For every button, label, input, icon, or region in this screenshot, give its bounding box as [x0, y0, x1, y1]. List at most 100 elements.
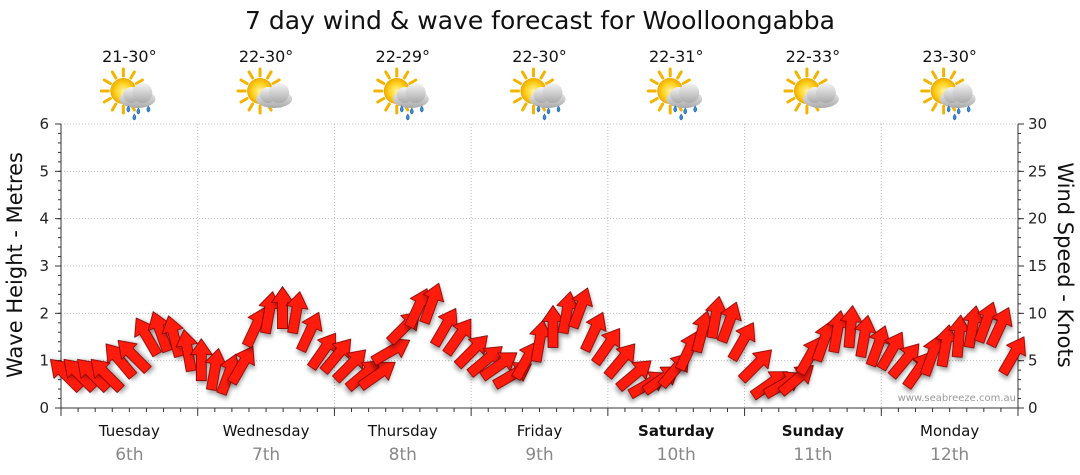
temperature-range: 22-30°: [512, 47, 567, 66]
cloud-part-icon: [542, 83, 563, 103]
sun-ray-icon: [676, 70, 683, 80]
wind-arrow: [227, 345, 255, 386]
sun-ray-icon: [376, 97, 386, 104]
raindrop-icon: [556, 105, 561, 113]
day-name-label: Monday: [920, 422, 979, 440]
sun-ray-icon: [134, 78, 144, 85]
sun-ray-icon: [818, 78, 828, 85]
cloud-icon: [939, 83, 976, 108]
wind-arrow: [986, 307, 1013, 349]
cloud-part-icon: [132, 83, 153, 103]
raindrop-icon: [409, 107, 414, 115]
cloud-icon: [119, 83, 156, 108]
right-tick-label: 15: [1028, 257, 1047, 275]
sun-ray-icon: [544, 78, 555, 85]
day-date-label: 6th: [115, 445, 143, 465]
raindrop-icon: [966, 105, 971, 113]
cloud-part-icon: [679, 83, 700, 103]
sun-ray-icon: [521, 70, 528, 80]
cloud-icon: [666, 83, 703, 108]
sun-ray-icon: [408, 78, 418, 85]
wind-arrow: [319, 338, 352, 375]
wind-arrow: [727, 322, 756, 362]
sun-ray-icon: [681, 78, 691, 85]
raindrop-icon: [693, 105, 698, 113]
wind-arrow-shape: [737, 349, 772, 384]
cloud-part-icon: [269, 83, 290, 103]
day-date-label: 9th: [525, 445, 553, 465]
cloud-part-icon: [815, 83, 836, 103]
sun-ray-icon: [247, 102, 255, 112]
left-tick-label: 1: [39, 352, 49, 370]
sun-cloud-icon: [236, 67, 293, 115]
raindrop-icon: [399, 105, 404, 113]
temperature-range: 22-31°: [649, 47, 704, 66]
wind-arrow-shape: [887, 343, 920, 380]
sun-ray-icon: [931, 102, 938, 112]
day-date-label: 7th: [252, 445, 280, 465]
sun-ray-icon: [102, 78, 112, 85]
sun-cloud-showers-icon: [99, 67, 156, 121]
raindrop-icon: [683, 107, 688, 115]
temperature-range: 22-30°: [239, 47, 294, 66]
sun-cloud-icon: [783, 67, 839, 115]
sun-cloud-showers-icon: [646, 67, 703, 121]
left-tick-label: 0: [39, 399, 49, 417]
temperature-range: 22-33°: [786, 47, 841, 66]
sun-cloud-showers-icon: [373, 67, 429, 121]
sun-cloud-showers-icon: [920, 67, 976, 121]
wind-arrow: [285, 291, 309, 335]
sun-cloud-showers-icon: [510, 67, 566, 121]
sun-ray-icon: [794, 102, 801, 112]
sun-ray-icon: [384, 102, 391, 112]
raindrop-icon: [679, 113, 684, 121]
wind-arrow-shape: [479, 352, 518, 382]
sun-ray-icon: [786, 97, 796, 104]
chart-title: 7 day wind & wave forecast for Woolloong…: [245, 6, 835, 35]
wind-arrow-shape: [568, 287, 593, 330]
wind-arrow-shape: [319, 338, 352, 375]
credit-text: www.seabreeze.com.au: [898, 393, 1016, 404]
raindrop-icon: [132, 113, 137, 121]
right-tick-label: 20: [1028, 210, 1047, 228]
day-name-label: Friday: [517, 422, 563, 440]
sun-ray-icon: [512, 97, 523, 104]
day-date-label: 11th: [793, 445, 832, 465]
wind-arrow: [296, 311, 323, 353]
day-name-label: Wednesday: [223, 422, 310, 440]
temperature-range: 22-29°: [376, 47, 431, 66]
wind-arrow: [887, 343, 920, 380]
wind-arrow: [615, 360, 652, 392]
day-name-label: Saturday: [638, 422, 715, 440]
sun-ray-icon: [402, 70, 410, 80]
day-date-label: 12th: [930, 445, 969, 465]
wind-arrow: [591, 328, 621, 367]
day-date-label: 10th: [657, 445, 696, 465]
sun-ray-icon: [102, 97, 112, 104]
sun-ray-icon: [649, 97, 659, 104]
day-name-label: Tuesday: [98, 422, 160, 440]
raindrop-icon: [542, 113, 547, 121]
raindrop-icon: [419, 105, 424, 113]
raindrop-icon: [146, 105, 151, 113]
sun-ray-icon: [955, 78, 965, 85]
cloud-icon: [529, 83, 566, 108]
left-axis-label: Wave Height - Metres: [3, 152, 27, 378]
sun-ray-icon: [794, 70, 801, 80]
sun-ray-icon: [949, 70, 957, 80]
cloud-part-icon: [952, 83, 973, 103]
wind-arrow-shape: [419, 282, 445, 325]
sun-ray-icon: [247, 70, 255, 80]
raindrop-icon: [946, 105, 951, 113]
wind-arrow: [442, 318, 472, 357]
wind-arrow: [161, 315, 185, 359]
sun-ray-icon: [931, 70, 938, 80]
raindrop-icon: [126, 105, 131, 113]
wind-arrow: [419, 282, 445, 325]
raindrop-icon: [136, 107, 141, 115]
left-tick-label: 4: [39, 210, 49, 228]
wind-arrow: [453, 335, 488, 370]
wind-arrow-shape: [727, 322, 756, 362]
temperature-range: 21-30°: [102, 47, 157, 66]
